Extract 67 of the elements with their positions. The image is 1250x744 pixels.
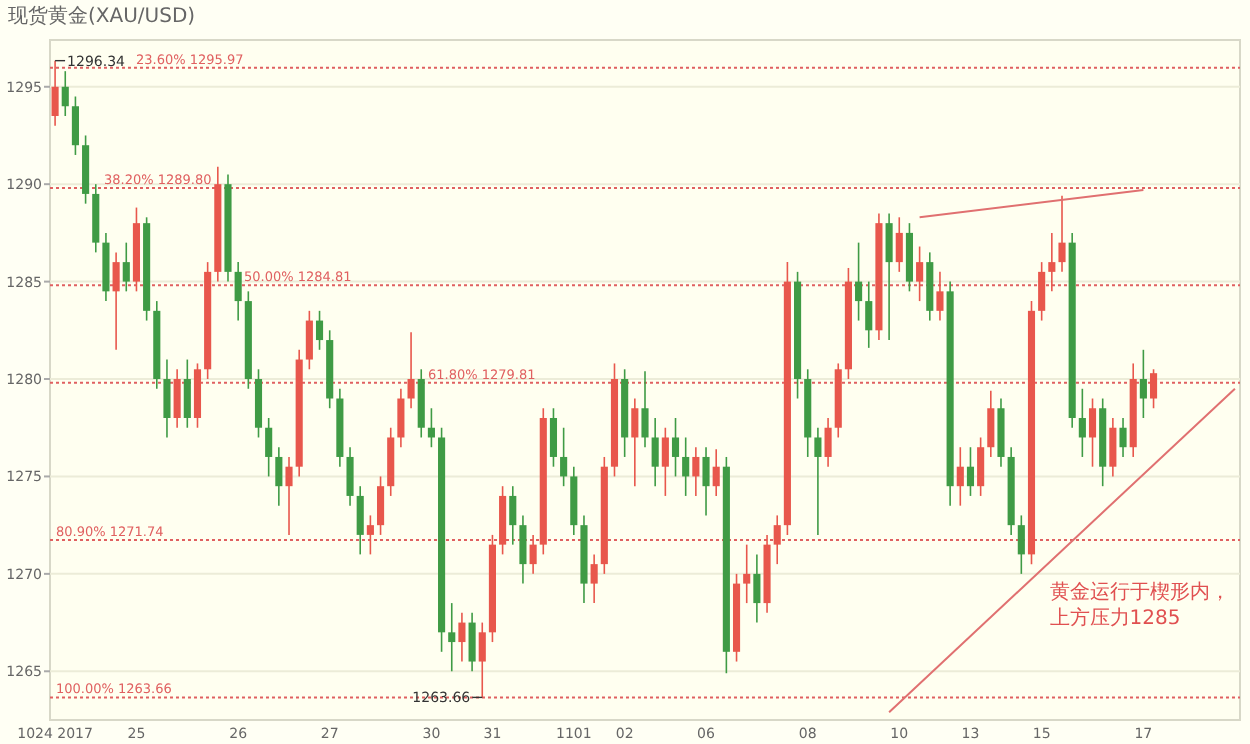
chart-title: 现货黄金(XAU/USD) [8, 4, 196, 28]
candlestick [1139, 349, 1147, 419]
candlestick [346, 446, 354, 507]
candlestick [936, 271, 944, 322]
candlestick [183, 358, 191, 429]
candlestick [51, 59, 59, 127]
annotation: 黄金运行于楔形内，上方压力1285 [1049, 579, 1230, 630]
candlestick [478, 621, 486, 699]
candlestick [519, 514, 527, 585]
candlestick [1048, 232, 1056, 293]
candlestick [61, 70, 69, 117]
candlestick [458, 612, 466, 663]
candlestick [966, 446, 975, 497]
candlestick [122, 241, 130, 293]
candlestick [560, 426, 568, 487]
candlestick [509, 485, 517, 546]
candlestick [773, 514, 781, 565]
candlestick [234, 261, 242, 322]
candlestick [377, 475, 385, 536]
candlestick [315, 310, 324, 351]
candlestick [651, 417, 659, 487]
candlestick [753, 553, 761, 624]
candlestick [916, 245, 924, 302]
candlestick [275, 446, 283, 507]
candlestick [895, 216, 903, 273]
candlestick [427, 407, 435, 449]
candlestick [173, 368, 181, 429]
candlestick [885, 212, 893, 341]
candlestick [977, 436, 985, 497]
candlestick [397, 387, 405, 449]
candlestick [661, 426, 669, 497]
candlestick [702, 446, 710, 517]
candlestick [641, 370, 649, 449]
candlestick [743, 543, 751, 604]
candlestick [987, 389, 995, 458]
candlestick [1119, 417, 1127, 458]
candlestick [865, 280, 873, 349]
candlestick [529, 534, 537, 575]
candlestick [590, 553, 598, 604]
candlestick [163, 358, 171, 439]
candlestick [1038, 261, 1046, 322]
candlestick [855, 241, 863, 322]
candlestick [814, 426, 822, 536]
candlestick [407, 331, 415, 410]
candlestick [1088, 397, 1097, 468]
candlestick [112, 251, 120, 351]
candlestick [265, 417, 273, 478]
candlestick [671, 417, 680, 478]
candlestick [448, 602, 456, 673]
candlestick [549, 407, 558, 468]
candlestick [692, 446, 700, 497]
candlestick [285, 456, 293, 536]
candlestick [956, 446, 964, 507]
candlestick [356, 485, 364, 556]
candlestick [824, 417, 832, 468]
candlestick [1078, 387, 1086, 458]
candlestick [682, 436, 690, 497]
candlestick [631, 397, 639, 487]
candlestick [366, 514, 374, 556]
candlestick [305, 310, 313, 371]
candlestick [1058, 195, 1066, 273]
candlestick [468, 612, 476, 673]
candlestick [1149, 368, 1158, 410]
candlestick [712, 448, 720, 497]
candlestick [1109, 417, 1117, 478]
candlestick [1017, 514, 1025, 575]
candlestick [71, 95, 79, 156]
